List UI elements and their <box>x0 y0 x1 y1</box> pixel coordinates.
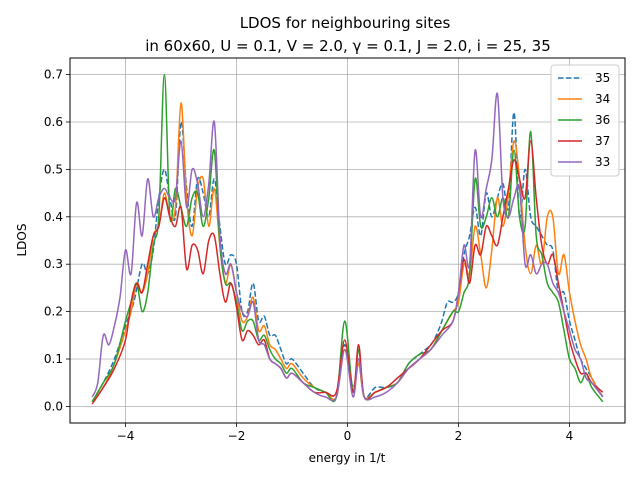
series-line-35 <box>91 111 604 403</box>
chart-title-line1: LDOS for neighbouring sites <box>240 14 451 32</box>
x-tick-label: 0 <box>344 429 352 443</box>
legend-label-33: 33 <box>595 155 610 169</box>
legend-box <box>550 64 620 177</box>
y-tick-label: 0.2 <box>44 305 63 319</box>
y-axis-ticks: 0.0 0.1 0.2 0.3 0.4 0.5 0.6 0.7 <box>44 68 70 413</box>
legend-label-36: 36 <box>595 113 610 127</box>
legend-label-35: 35 <box>595 71 610 85</box>
series-line-33 <box>91 92 604 402</box>
y-tick-label: 0.6 <box>44 115 63 129</box>
y-tick-label: 0.0 <box>44 399 63 413</box>
x-tick-label: −2 <box>228 429 246 443</box>
y-axis-label: LDOS <box>15 224 29 257</box>
x-tick-label: 4 <box>566 429 574 443</box>
y-tick-label: 0.5 <box>44 162 63 176</box>
y-tick-label: 0.1 <box>44 352 63 366</box>
y-tick-label: 0.3 <box>44 257 63 271</box>
legend-label-34: 34 <box>595 92 610 106</box>
series-lines <box>91 73 604 405</box>
legend: 35 34 36 37 33 <box>550 64 620 177</box>
x-axis-ticks: −4 −2 0 2 4 <box>117 423 574 443</box>
y-tick-label: 0.4 <box>44 210 63 224</box>
x-tick-label: −4 <box>117 429 135 443</box>
chart-title-line2: in 60x60, U = 0.1, V = 2.0, γ = 0.1, J =… <box>145 37 551 55</box>
x-tick-label: 2 <box>455 429 463 443</box>
legend-label-37: 37 <box>595 134 610 148</box>
x-axis-label: energy in 1/t <box>309 451 386 465</box>
y-tick-label: 0.7 <box>44 68 63 82</box>
series-line-37 <box>91 140 604 405</box>
